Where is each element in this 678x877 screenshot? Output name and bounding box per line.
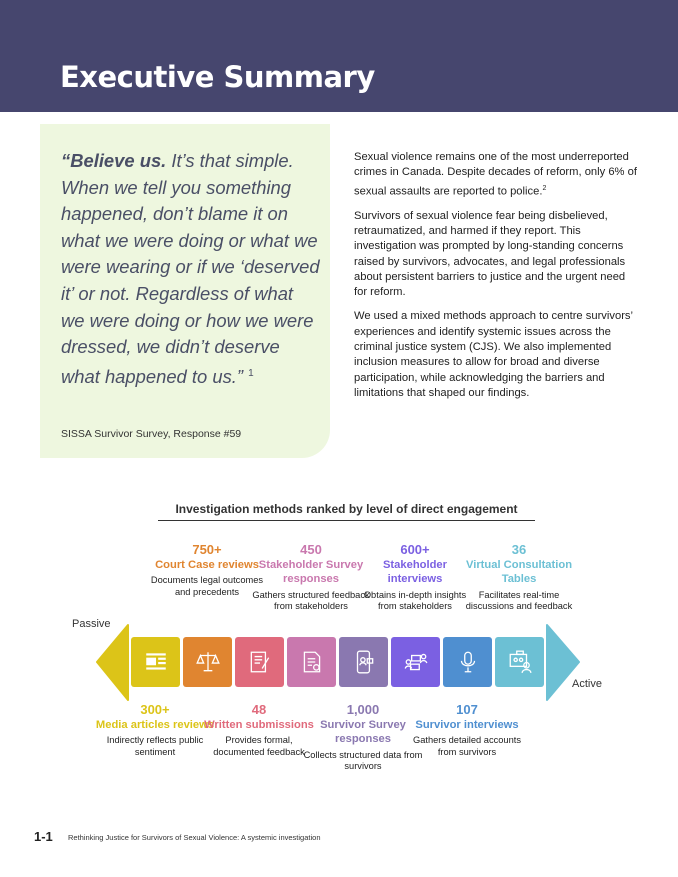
method-box [391, 637, 440, 687]
method-box [235, 637, 284, 687]
newspaper-icon [145, 653, 166, 670]
left-arrowhead [96, 624, 129, 701]
passive-label: Passive [72, 618, 111, 630]
method-box [183, 637, 232, 687]
method-name: Stakeholder Survey responses [258, 558, 364, 586]
pull-quote: “Believe us. It’s that simple. When we t… [40, 124, 330, 458]
method-name: Survivor Survey responses [320, 718, 406, 746]
method-label: 300+ Media articles reviews Indirectly ref… [95, 702, 215, 758]
method-name: Media articles reviews [95, 718, 215, 731]
active-label: Active [572, 678, 602, 690]
scales-icon [195, 652, 220, 672]
paragraph: We used a mixed methods approach to cent… [354, 310, 633, 399]
method-box [287, 637, 336, 687]
method-box [495, 637, 544, 687]
method-count: 450 [300, 542, 322, 557]
phone-video-icon [356, 650, 373, 674]
survey-form-icon [303, 651, 320, 673]
page-title: Executive Summary [60, 60, 375, 94]
method-name: Stakeholder interviews [382, 558, 448, 586]
method-description: Gathers structured feedback from stakeho… [252, 589, 370, 612]
method-label: 36 Virtual Consultation Tables Facilitates… [459, 542, 579, 613]
method-count: 1,000 [346, 702, 380, 717]
method-description: Facilitates real-time discussions and fe… [465, 589, 573, 612]
method-box [131, 637, 180, 687]
footer-title: Rethinking Justice for Survivors of Sexu… [68, 833, 321, 842]
paragraph: Survivors of sexual violence fear being … [354, 209, 626, 299]
method-label: 450 Stakeholder Survey responses Gathers s… [251, 542, 371, 613]
method-description: Provides formal, documented feedback [213, 735, 305, 757]
diagram-title: Investigation methods ranked by level of… [158, 502, 535, 521]
method-name: Virtual Consultation Tables [465, 558, 573, 586]
quote-source: SISSA Survivor Survey, Response #59 [61, 428, 242, 440]
right-arrowhead [546, 624, 580, 701]
method-name: Survivor interviews [415, 718, 519, 731]
method-label: 600+ Stakeholder interviews Obtains in-dep… [355, 542, 475, 613]
method-description: Obtains in-depth insights from stakehold… [363, 589, 467, 612]
page-number: 1-1 [34, 829, 53, 844]
quote-text: “Believe us. It’s that simple. When we t… [61, 150, 320, 387]
method-count: 36 [511, 542, 527, 557]
method-count: 300+ [140, 702, 170, 717]
method-description: Collects structured data from survivors [303, 749, 423, 772]
method-description: Indirectly reflects public sentiment [106, 735, 204, 757]
method-label: 1,000 Survivor Survey responses Collects s… [303, 702, 423, 773]
method-description: Gathers detailed accounts from survivors [412, 735, 521, 757]
method-label: 750+ Court Case reviews Documents legal ou… [147, 542, 267, 598]
method-name: Court Case reviews [155, 558, 259, 571]
microphone-icon [460, 651, 475, 673]
method-count: 750+ [192, 542, 222, 557]
method-label: 107 Survivor interviews Gathers detailed a… [407, 702, 527, 758]
body-text: Sexual violence remains one of the most … [354, 150, 639, 410]
conversation-icon [404, 653, 427, 671]
method-label: 48 Written submissions Provides formal, do… [199, 702, 319, 758]
method-name: Written submissions [204, 718, 314, 731]
method-count: 48 [251, 702, 267, 717]
virtual-meeting-icon [509, 650, 531, 673]
method-box [443, 637, 492, 687]
method-count: 107 [456, 702, 478, 717]
header-banner: Executive Summary [0, 0, 678, 112]
method-box [339, 637, 388, 687]
method-description: Documents legal outcomes and precedents [150, 575, 264, 597]
method-count: 600+ [400, 542, 430, 557]
document-pen-icon [250, 651, 269, 673]
paragraph: Sexual violence remains one of the most … [354, 151, 637, 198]
